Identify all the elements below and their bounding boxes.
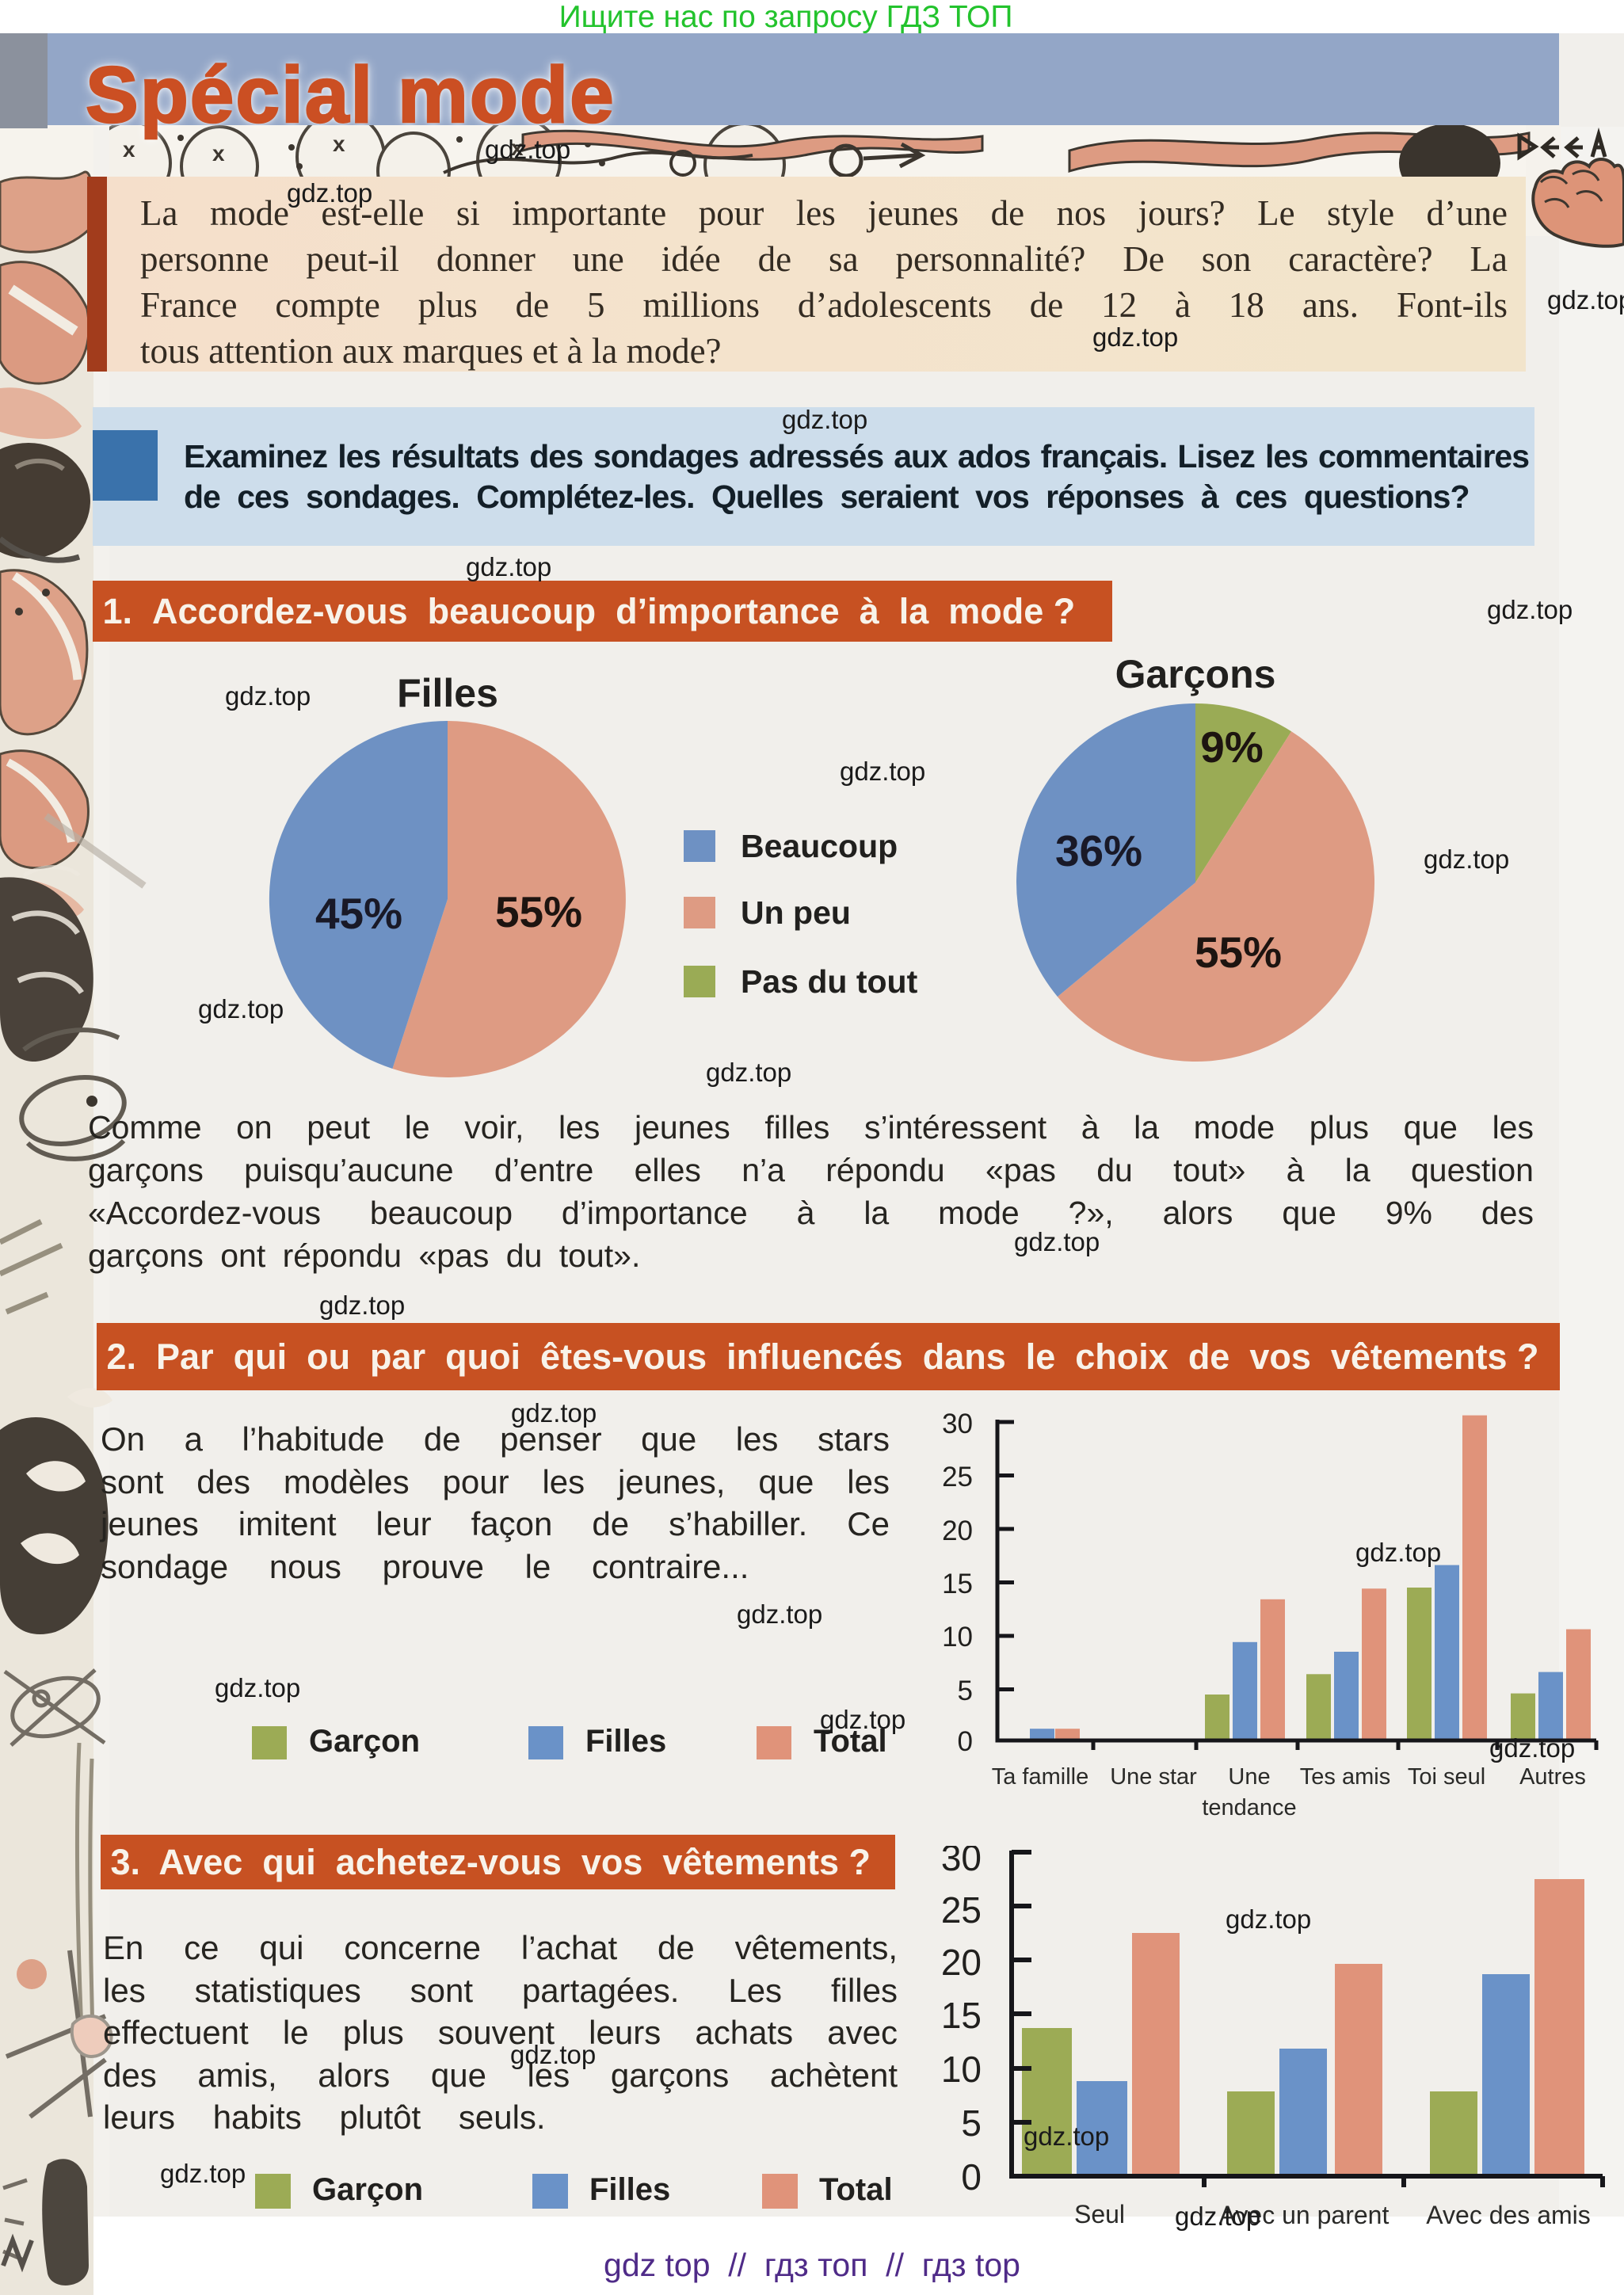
svg-text:Une: Une xyxy=(1228,1764,1270,1790)
svg-text:Avec un parent: Avec un parent xyxy=(1219,2201,1390,2229)
svg-text:x: x xyxy=(511,135,524,160)
svg-text:Un peu: Un peu xyxy=(741,894,851,931)
svg-text:20: 20 xyxy=(942,1515,973,1546)
svg-text:55%: 55% xyxy=(1195,928,1282,977)
svg-text:x: x xyxy=(212,141,225,166)
svg-text:0: 0 xyxy=(958,1726,973,1757)
svg-text:x: x xyxy=(123,137,135,162)
svg-text:55%: 55% xyxy=(495,887,582,936)
svg-text:9%: 9% xyxy=(1200,722,1264,772)
svg-text:Tes amis: Tes amis xyxy=(1300,1764,1390,1790)
svg-text:tendance: tendance xyxy=(1202,1795,1296,1820)
svg-text:15: 15 xyxy=(942,1569,973,1599)
svg-text:25: 25 xyxy=(942,1462,973,1493)
svg-text:Une star: Une star xyxy=(1110,1764,1197,1790)
svg-text:5: 5 xyxy=(958,1676,973,1706)
svg-text:x: x xyxy=(333,132,345,156)
svg-text:30: 30 xyxy=(942,1409,973,1439)
svg-text:Seul: Seul xyxy=(1074,2200,1125,2228)
svg-text:Beaucoup: Beaucoup xyxy=(741,828,898,864)
svg-text:10: 10 xyxy=(942,1622,973,1653)
svg-text:36%: 36% xyxy=(1055,826,1142,875)
svg-text:15: 15 xyxy=(941,1995,982,2036)
svg-text:0: 0 xyxy=(961,2156,982,2198)
svg-text:45%: 45% xyxy=(315,889,402,938)
svg-text:10: 10 xyxy=(941,2049,982,2090)
svg-text:30: 30 xyxy=(941,1846,982,1878)
svg-text:Avec des amis: Avec des amis xyxy=(1426,2201,1591,2229)
svg-text:Ta famille: Ta famille xyxy=(992,1764,1089,1790)
svg-text:20: 20 xyxy=(941,1942,982,1983)
svg-text:Toi seul: Toi seul xyxy=(1408,1764,1485,1790)
svg-text:25: 25 xyxy=(941,1889,982,1931)
svg-text:Pas du tout: Pas du tout xyxy=(741,963,918,1000)
svg-text:Autres: Autres xyxy=(1519,1764,1586,1790)
svg-text:5: 5 xyxy=(961,2102,982,2144)
